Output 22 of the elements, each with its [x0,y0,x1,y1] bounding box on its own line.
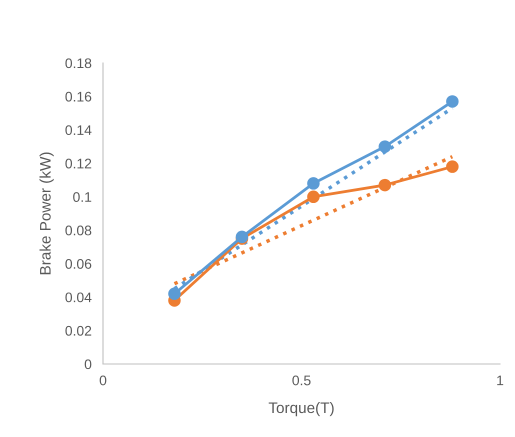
point [378,140,392,153]
y-tick-label: 0.12 [65,158,92,169]
point [446,160,459,173]
x-tick-label: 0 [100,375,106,386]
point [378,178,392,192]
y-tick-label: 0.18 [65,58,92,68]
point [446,95,459,108]
point [168,288,181,300]
y-tick-label: 0.06 [65,259,92,269]
y-tick-label: 0.08 [65,226,92,236]
point [307,190,320,204]
y-tick-label: 0 [84,359,92,370]
y-axis-title: Brake Power (kW) [40,152,54,274]
x-tick-label: 0.5 [292,375,311,386]
y-tick-label: 0.1 [73,192,92,202]
y-tick-label: 0.16 [65,92,92,102]
y-tick-label: 0.04 [65,292,92,302]
y-tick-label: 0.14 [65,125,92,136]
x-axis-title: Torque(T) [268,402,334,416]
x-tick-label: 1 [497,376,504,386]
point [307,177,320,190]
y-tick-label: 0.02 [65,326,92,336]
